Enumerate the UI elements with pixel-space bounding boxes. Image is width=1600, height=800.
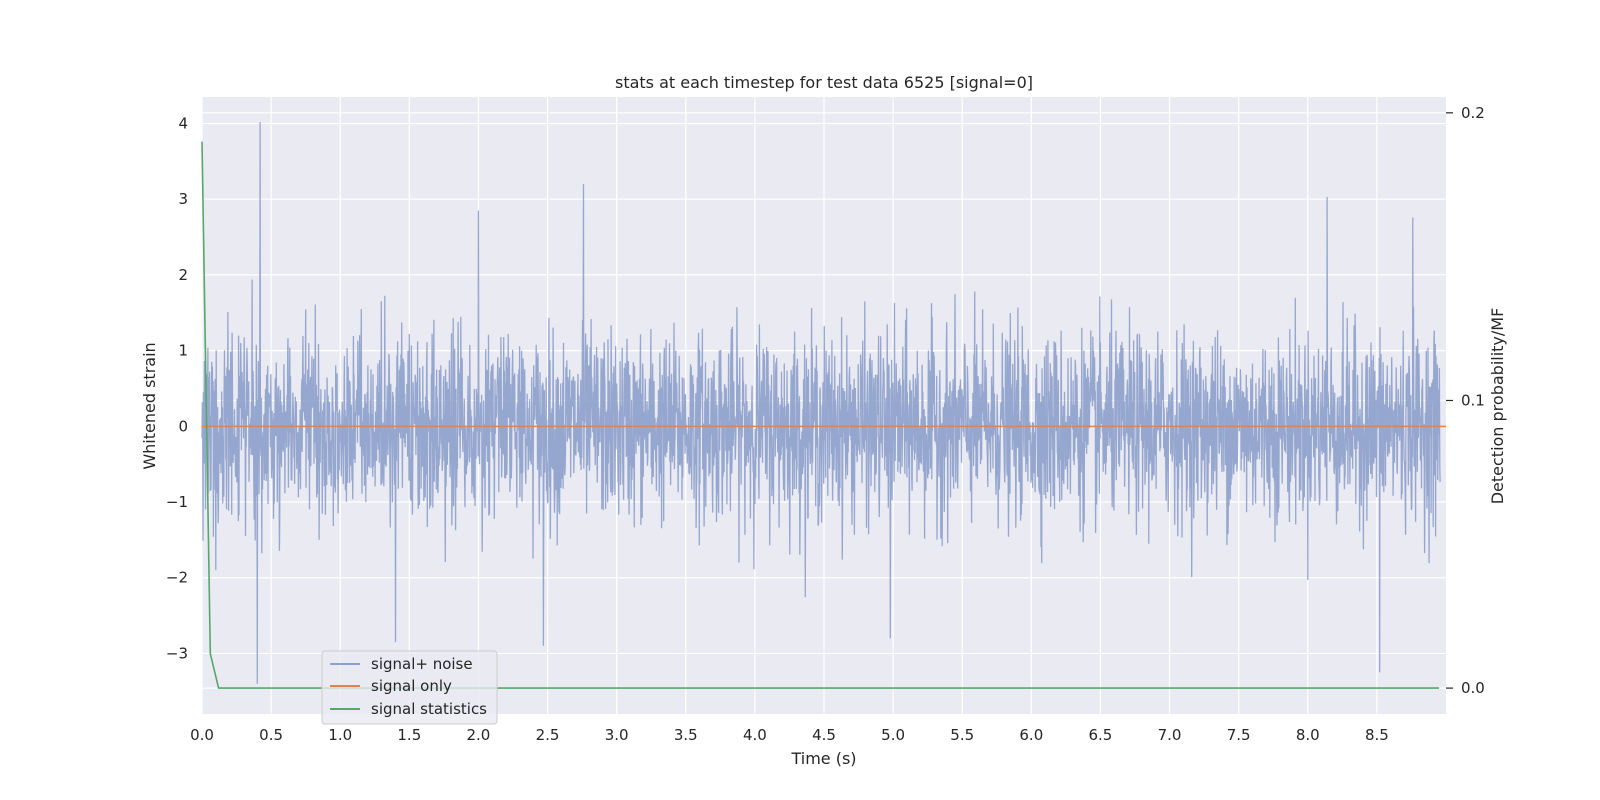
x-tick-label: 5.0: [881, 726, 905, 744]
x-tick-label: 3.0: [605, 726, 629, 744]
x-tick-label: 6.5: [1089, 726, 1113, 744]
x-tick-label: 4.0: [743, 726, 767, 744]
y-tick-label: 0: [178, 417, 188, 435]
legend-box: [321, 650, 498, 725]
y2-tick-label: 0.2: [1461, 104, 1485, 122]
series-signal-noise: [201, 121, 1441, 684]
y-tick-label: 2: [178, 266, 188, 284]
y2-tick-label: 0.1: [1461, 391, 1485, 409]
y-tick-label: −3: [166, 644, 188, 662]
x-tick-label: 2.0: [467, 726, 491, 744]
x-tick-label: 8.5: [1365, 726, 1389, 744]
y2-axis-ticks: 0.0 0.1 0.2: [1446, 104, 1485, 697]
series-signal-statistics: [201, 141, 1440, 689]
y2-axis-label: Detection probability/MF: [1488, 308, 1507, 505]
x-tick-label: 7.0: [1158, 726, 1182, 744]
y2-tick-label: 0.0: [1461, 679, 1485, 697]
x-axis-label: Time (s): [790, 749, 856, 768]
legend-label-signal-noise: signal+ noise: [371, 655, 473, 673]
x-tick-label: 6.0: [1019, 726, 1043, 744]
y-tick-label: 4: [178, 114, 188, 132]
legend-label-signal-statistics: signal statistics: [371, 700, 487, 718]
y-axis-label: Whitened strain: [140, 342, 159, 469]
legend-label-signal-only: signal only: [371, 677, 452, 695]
x-axis-ticks: 0.0 0.5 1.0 1.5 2.0 2.5 3.0 3.5 4.0 4.5 5.0 5.5 6.0 6…: [190, 726, 1389, 744]
x-tick-label: 8.0: [1296, 726, 1320, 744]
x-tick-label: 1.0: [328, 726, 352, 744]
x-tick-label: 0.5: [259, 726, 283, 744]
signal-statistics-line: [201, 141, 1440, 689]
signal-noise-line: [201, 121, 1441, 684]
legend: signal+ noise signal only signal statist…: [321, 650, 498, 725]
x-tick-label: 0.0: [190, 726, 214, 744]
y-tick-label: 1: [178, 342, 188, 360]
x-tick-label: 7.5: [1227, 726, 1251, 744]
x-tick-label: 5.5: [950, 726, 974, 744]
y-tick-label: −1: [166, 493, 188, 511]
x-tick-label: 3.5: [674, 726, 698, 744]
y-tick-label: 3: [178, 190, 188, 208]
chart-title: stats at each timestep for test data 652…: [615, 73, 1033, 92]
y-tick-label: −2: [166, 569, 188, 587]
x-tick-label: 1.5: [397, 726, 421, 744]
x-tick-label: 2.5: [536, 726, 560, 744]
x-tick-label: 4.5: [812, 726, 836, 744]
y-axis-ticks: −3 −2 −1 0 1 2 3 4: [166, 114, 188, 662]
